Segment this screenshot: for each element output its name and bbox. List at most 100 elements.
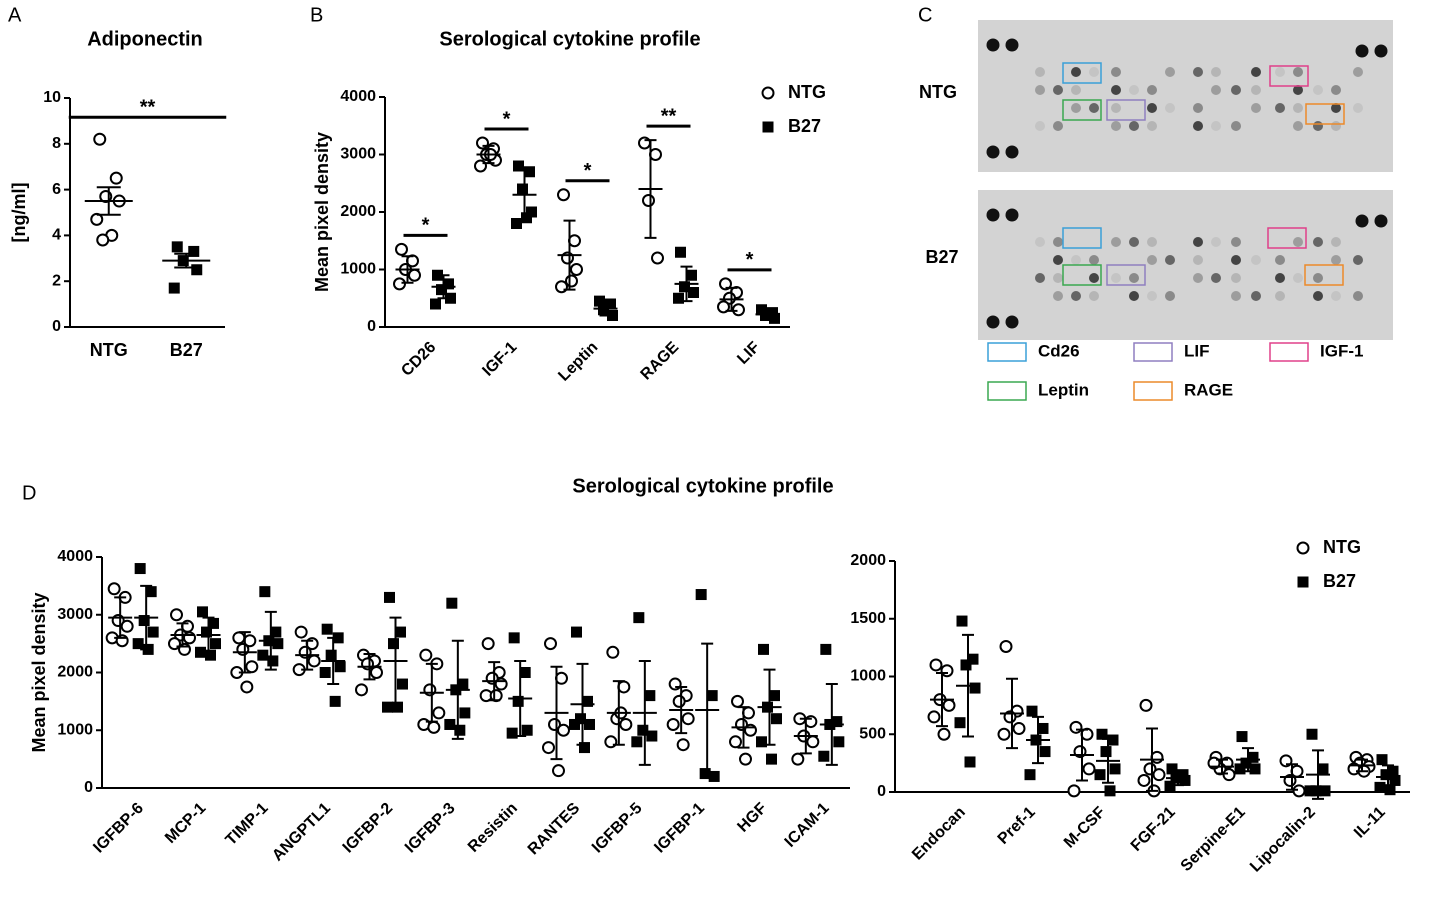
y-tick-label: 2000 — [340, 203, 376, 220]
blot-highlight — [1106, 99, 1146, 121]
y-tick-label: 10 — [43, 89, 61, 106]
data-point — [459, 707, 471, 719]
blot-spot — [1071, 255, 1081, 265]
significance-label: * — [422, 215, 430, 237]
data-point — [631, 736, 643, 748]
data-point — [171, 241, 183, 253]
data-point — [1166, 763, 1178, 775]
blot-spot — [1211, 67, 1221, 77]
significance-label: ** — [140, 97, 156, 119]
data-point — [1177, 769, 1189, 781]
blot-spot — [1005, 38, 1019, 52]
blot-spot — [986, 315, 1000, 329]
data-point — [506, 727, 518, 739]
blot-spot — [1293, 237, 1303, 247]
data-point — [679, 281, 690, 293]
data-point — [605, 298, 616, 310]
data-point — [521, 724, 533, 736]
error-bar — [437, 274, 450, 300]
panel-label: B — [310, 4, 323, 26]
error-bar — [518, 167, 531, 222]
blot-spot — [1129, 85, 1139, 95]
data-point — [512, 695, 524, 707]
x-tick-label: Leptin — [555, 339, 601, 385]
data-point — [1179, 774, 1191, 786]
data-point — [319, 667, 331, 678]
error-bar — [936, 672, 948, 728]
data-point — [681, 712, 695, 726]
blot-spot — [1089, 273, 1099, 283]
data-point — [1317, 763, 1329, 775]
error-bar — [1216, 758, 1228, 775]
blot-spot — [1035, 67, 1045, 77]
data-point — [649, 148, 662, 161]
data-point — [960, 659, 972, 671]
data-point — [929, 658, 943, 672]
blot-spot — [1251, 291, 1261, 301]
error-bar — [644, 139, 657, 239]
blot-spot — [1193, 67, 1203, 77]
data-point — [334, 661, 346, 673]
data-point — [642, 194, 655, 207]
x-tick-label: IL-11 — [1351, 804, 1389, 842]
blot-spot — [1005, 315, 1019, 329]
data-point — [758, 643, 769, 655]
blot-spot — [1353, 291, 1363, 301]
x-tick-label: LIF — [734, 339, 763, 368]
data-point — [197, 606, 208, 618]
data-point — [201, 626, 212, 638]
y-tick-label: 4000 — [57, 548, 93, 565]
error-bar — [1102, 737, 1114, 784]
error-bar — [825, 683, 838, 766]
y-axis-label: Mean pixel density — [312, 132, 332, 292]
y-tick-label: 500 — [859, 725, 886, 742]
data-point — [673, 292, 684, 304]
data-point — [393, 277, 406, 291]
y-tick-label: 8 — [52, 135, 61, 152]
error-bar — [389, 616, 402, 706]
data-point — [384, 591, 395, 603]
error-bar — [482, 144, 495, 165]
data-point — [1067, 784, 1081, 798]
legend-swatch — [1133, 381, 1173, 401]
data-point — [1304, 785, 1316, 797]
error-bar — [737, 706, 750, 749]
y-tick-label: 3000 — [57, 606, 93, 623]
data-point — [767, 307, 778, 319]
data-point — [395, 242, 408, 256]
y-axis-label: [ng/ml] — [9, 183, 29, 243]
legend-label: B27 — [788, 116, 821, 136]
data-point — [208, 617, 219, 629]
data-point — [769, 690, 780, 702]
error-bar — [799, 717, 812, 755]
x-tick-label: CD26 — [398, 339, 439, 380]
blot-spot — [1331, 237, 1341, 247]
panel-label: A — [8, 4, 22, 26]
chart-title: Adiponectin — [87, 28, 203, 50]
data-point — [666, 717, 680, 731]
data-point — [742, 706, 755, 720]
blot-spot — [1275, 103, 1285, 113]
error-bar — [1076, 728, 1088, 782]
y-tick-label: 0 — [367, 318, 376, 335]
data-point — [964, 756, 976, 768]
blot-spot — [1035, 85, 1045, 95]
data-point — [443, 278, 454, 290]
error-bar — [1006, 677, 1018, 750]
data-point — [771, 713, 782, 725]
blot-spot — [1147, 255, 1157, 265]
data-point — [508, 632, 520, 644]
x-tick-label: MCP-1 — [162, 800, 209, 847]
y-tick-label: 2000 — [850, 552, 886, 569]
data-point — [688, 287, 699, 298]
data-point — [582, 695, 593, 707]
data-point — [1100, 746, 1112, 758]
blot-highlight — [1106, 264, 1146, 286]
significance-label: * — [746, 249, 754, 271]
blot-highlight — [1062, 99, 1102, 121]
data-point — [519, 667, 531, 678]
data-point — [511, 218, 522, 229]
blot-spot — [1089, 291, 1099, 301]
x-tick-label: Lipocalin-2 — [1247, 804, 1319, 876]
blot-spot — [1211, 237, 1221, 247]
